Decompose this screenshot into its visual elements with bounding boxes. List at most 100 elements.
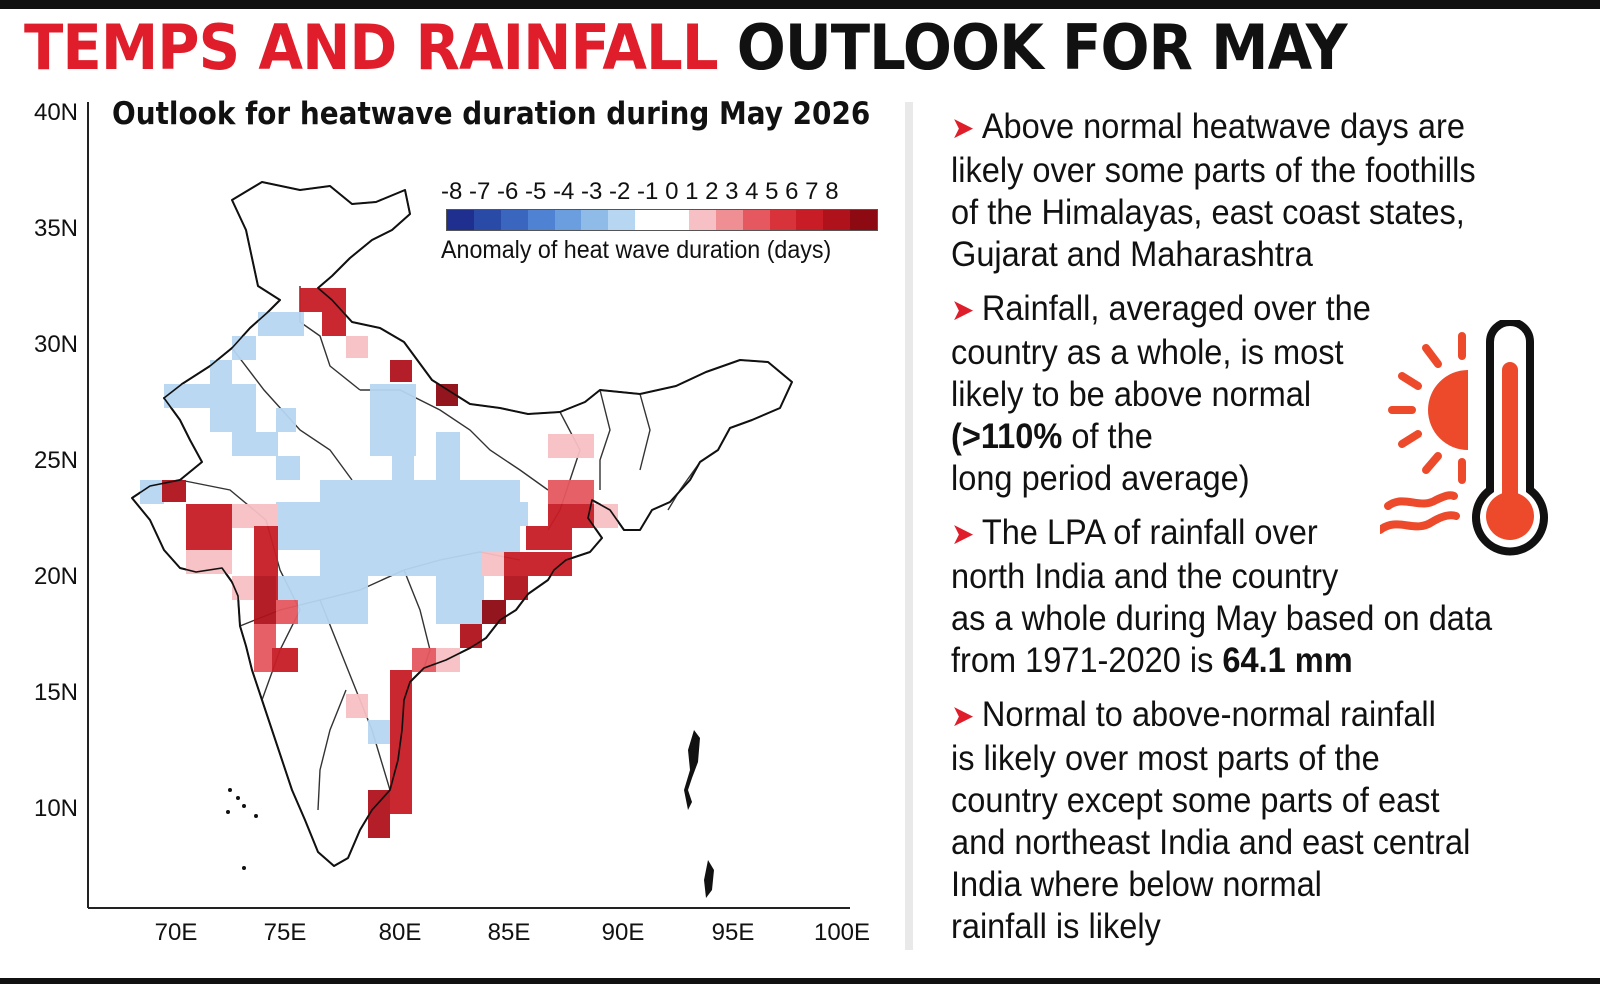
cell-above-normal-light: [346, 694, 368, 718]
lat-label: 20N: [34, 563, 78, 590]
cell-above-normal-light: [482, 552, 506, 576]
legend-swatch: [769, 210, 797, 230]
lon-label: 75E: [264, 919, 307, 946]
legend-swatch: [850, 210, 877, 230]
cell-below-normal: [210, 360, 232, 384]
lakshadweep-islands: [226, 788, 258, 870]
cell-above-normal-dark: [390, 360, 412, 382]
bullet-text: rainfall is likely: [951, 907, 1161, 946]
lon-label: 70E: [155, 919, 198, 946]
lon-label: 85E: [488, 919, 531, 946]
cell-below-normal: [232, 432, 278, 456]
legend-swatch: [527, 210, 555, 230]
arrow-icon: ➤: [951, 294, 975, 327]
cell-below-normal: [258, 312, 304, 336]
legend-swatch: [635, 210, 662, 230]
legend-swatch: [500, 210, 528, 230]
top-rule: [0, 0, 1600, 9]
cell-above-normal-dark: [460, 624, 482, 648]
bullet-text: of the: [1062, 417, 1153, 456]
cell-above-normal-dark: [436, 384, 458, 406]
cell-above-normal-light: [346, 336, 368, 358]
legend-ticks: -8 -7 -6 -5 -4 -3 -2 -1 0 1 2 3 4 5 6 7 …: [441, 178, 839, 205]
bullet-text: likely over some parts of the foothills: [951, 151, 1476, 190]
cell-above-normal-mid: [548, 480, 594, 504]
cell-above-normal-dark: [322, 312, 346, 336]
cell-above-normal-dark: [254, 576, 276, 624]
cell-above-normal-dark: [504, 576, 528, 600]
legend-swatch: [473, 210, 501, 230]
bullet-normal-rainfall: ➤ Normal to above-normal rainfall is like…: [951, 694, 1509, 948]
bullet-text: Normal to above-normal rainfall: [981, 695, 1436, 734]
arrow-icon: ➤: [951, 112, 975, 145]
cell-above-normal-light: [232, 504, 278, 528]
cell-above-normal-dark: [186, 504, 232, 550]
legend-swatch: [796, 210, 824, 230]
legend-swatch: [823, 210, 851, 230]
headline: TEMPS AND RAINFALL OUTLOOK FOR MAY: [24, 8, 1348, 88]
bullet-text: as a whole during May based on data: [951, 599, 1493, 638]
legend-swatch: [447, 210, 474, 230]
bullet-heatwave: ➤ Above normal heatwave days are likely o…: [951, 106, 1509, 276]
bullet-text: The LPA of rainfall over: [981, 513, 1318, 552]
cell-below-normal: [276, 502, 322, 550]
bottom-rule: [0, 978, 1600, 984]
legend-swatch: [715, 210, 743, 230]
legend-caption: Anomaly of heat wave duration (days): [441, 236, 832, 264]
bullet-bold-text: 64.1 mm: [1222, 641, 1353, 680]
lat-label: 25N: [34, 447, 78, 474]
bullet-text: Gujarat and Maharashtra: [951, 235, 1313, 274]
legend-swatch: [554, 210, 582, 230]
headline-black: OUTLOOK FOR MAY: [736, 11, 1348, 84]
cell-below-normal: [436, 432, 460, 480]
cell-above-normal-light: [232, 576, 256, 600]
legend-swatch: [581, 210, 609, 230]
bullet-rainfall-average: ➤ Rainfall, averaged over the country as …: [951, 288, 1509, 500]
legend-swatch: [662, 210, 689, 230]
cell-below-normal: [392, 456, 414, 480]
legend-swatch: [742, 210, 770, 230]
cell-above-normal-dark: [526, 526, 572, 550]
arrow-icon: ➤: [951, 518, 975, 551]
lon-label: 80E: [379, 919, 422, 946]
lat-label: 40N: [34, 99, 78, 126]
lat-label: 15N: [34, 679, 78, 706]
cell-below-normal: [210, 408, 256, 432]
cell-below-normal: [370, 384, 416, 456]
india-outline-overlay: [131, 181, 793, 867]
cell-below-normal: [436, 576, 484, 624]
anomaly-cells: [140, 288, 618, 838]
lon-label: 90E: [602, 919, 645, 946]
lat-ticks: 40N 35N 30N 25N 20N 15N 10N: [34, 99, 78, 822]
cell-above-normal-dark: [368, 790, 390, 838]
cell-below-normal: [232, 336, 256, 360]
cell-below-normal: [504, 502, 528, 526]
bullet-text: Above normal heatwave days are: [981, 107, 1465, 146]
bullet-text: likely to be above normal: [951, 375, 1312, 414]
bullet-text: north India and the country: [951, 557, 1339, 596]
heatwave-map: 40N 35N 30N 25N 20N 15N 10N 70E 75E 80E …: [34, 99, 870, 946]
column-divider: [905, 102, 913, 950]
map-title: Outlook for heatwave duration during May…: [112, 96, 871, 132]
cell-below-normal: [276, 456, 300, 480]
legend-color-bar: [446, 209, 878, 231]
cell-above-normal-dark: [272, 648, 298, 672]
bullet-text: of the Himalayas, east coast states,: [951, 193, 1465, 232]
lat-label: 30N: [34, 331, 78, 358]
cell-below-normal: [276, 408, 296, 432]
bullet-text: country except some parts of east: [951, 781, 1440, 820]
cell-above-normal-dark: [482, 600, 506, 624]
headline-red: TEMPS AND RAINFALL: [24, 11, 719, 84]
bullet-text: India where below normal: [951, 865, 1322, 904]
andaman-islands: [684, 730, 714, 898]
bullet-list: ➤ Above normal heatwave days are likely o…: [951, 106, 1551, 960]
cell-above-normal-dark: [548, 504, 594, 528]
legend-swatch: [608, 210, 636, 230]
bullet-text: Rainfall, averaged over the: [981, 289, 1371, 328]
bullet-lpa: ➤ The LPA of rainfall over north India an…: [951, 512, 1509, 682]
arrow-icon: ➤: [951, 700, 975, 733]
thermometer-sun-icon: [1380, 320, 1548, 556]
cell-below-normal: [368, 720, 390, 744]
bullet-text: from 1971-2020 is: [951, 641, 1223, 680]
cell-below-normal: [164, 384, 256, 408]
